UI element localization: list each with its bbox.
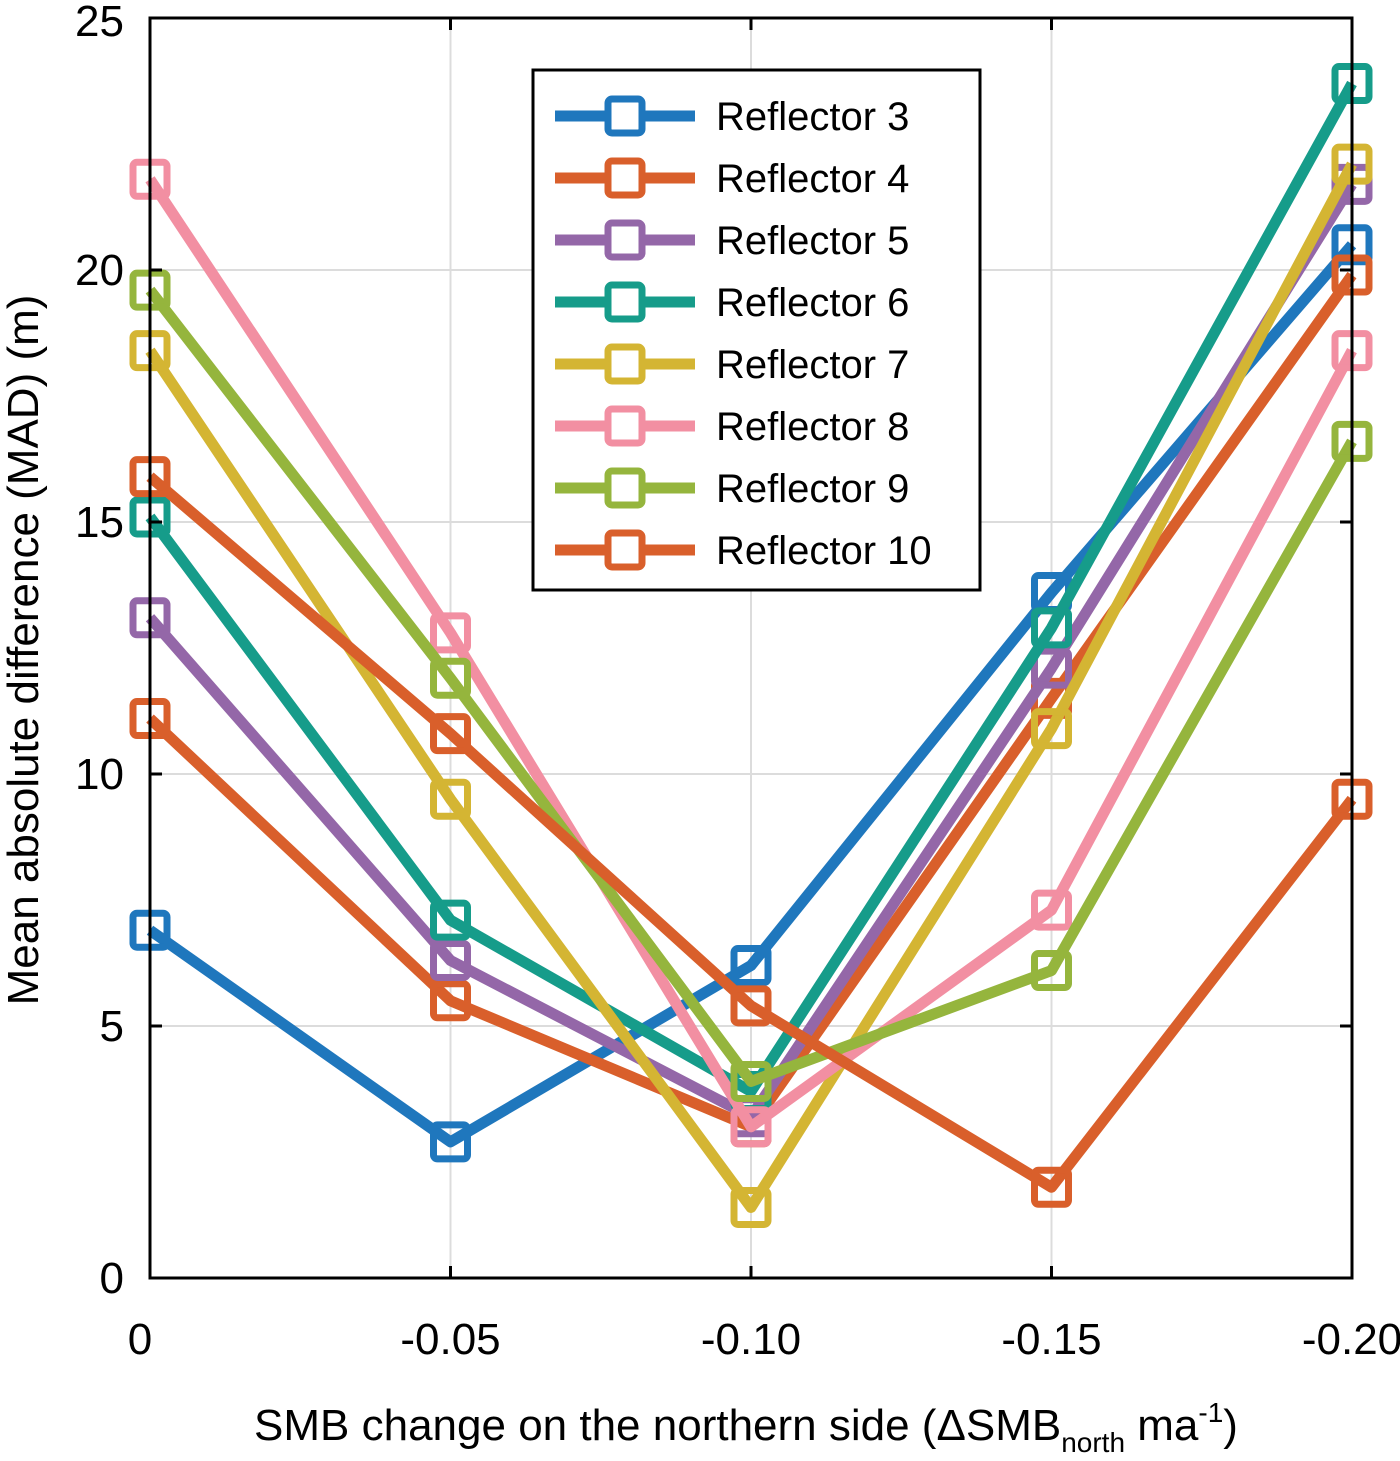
data-point-reflector-3 (430, 1121, 471, 1163)
y-tick-labels: 0 5 10 15 20 25 (75, 0, 124, 1303)
legend-swatch-marker (604, 529, 646, 571)
legend-swatch-marker (604, 281, 646, 323)
legend-swatch-marker (604, 467, 646, 509)
legend-item-reflector-10: Reflector 10 (555, 529, 932, 573)
y-tick-label: 25 (75, 0, 124, 46)
legend-swatch-marker (604, 343, 646, 385)
y-tick-label: 5 (100, 1002, 124, 1051)
x-axis-title-unit: ma (1125, 1401, 1199, 1450)
legend-swatch-marker (604, 157, 646, 199)
data-point-reflector-6 (430, 899, 471, 941)
data-point-reflector-8 (430, 612, 471, 654)
data-point-reflector-8 (730, 1106, 772, 1148)
legend-item-reflector-6: Reflector 6 (555, 281, 909, 325)
legend: Reflector 3 Reflector 4 Reflector 5 Reflect… (531, 68, 982, 592)
legend-item-reflector-4: Reflector 4 (555, 157, 909, 201)
data-point-reflector-10 (430, 713, 471, 755)
x-tick-labels: 0 -0.05 -0.10 -0.15 -0.20 (128, 1315, 1400, 1364)
legend-item-reflector-9: Reflector 9 (555, 467, 909, 511)
legend-label: Reflector 6 (716, 281, 909, 325)
series-line-reflector-8 (145, 176, 1357, 1133)
series-line-reflector-3 (146, 241, 1357, 1148)
data-point-reflector-8 (1031, 889, 1072, 931)
legend-label: Reflector 7 (716, 343, 909, 387)
legend-box (531, 68, 982, 592)
legend-item-reflector-3: Reflector 3 (555, 95, 909, 139)
x-tick-label: -0.20 (1302, 1315, 1400, 1364)
x-axis-title: SMB change on the northern side (ΔSMBnor… (254, 1397, 1238, 1458)
x-tick-label: -0.05 (400, 1315, 500, 1364)
legend-label: Reflector 9 (716, 467, 909, 511)
x-axis-title-main: SMB change on the northern side (ΔSMB (254, 1401, 1061, 1450)
y-tick-label: 0 (100, 1254, 124, 1303)
y-axis-title: Mean absolute difference (MAD) (m) (0, 295, 48, 1006)
legend-item-reflector-5: Reflector 5 (555, 219, 909, 263)
legend-swatch-marker (604, 95, 646, 137)
data-point-reflector-4 (430, 980, 471, 1022)
series-line-reflector-10 (146, 472, 1357, 1193)
data-point-reflector-9 (430, 657, 471, 699)
x-axis-title-close: ) (1223, 1401, 1238, 1450)
y-tick-label: 10 (75, 750, 124, 799)
data-point-reflector-7 (1031, 708, 1072, 750)
data-point-reflector-10 (730, 985, 772, 1027)
data-point-reflector-9 (1031, 950, 1072, 992)
y-tick-label: 20 (75, 246, 124, 295)
legend-swatch-marker (604, 219, 646, 261)
data-point-reflector-3 (730, 945, 772, 987)
data-point-reflector-5 (430, 939, 471, 981)
y-tick-label: 15 (75, 498, 124, 547)
data-point-reflector-6 (1031, 607, 1072, 649)
legend-label: Reflector 4 (716, 157, 909, 201)
x-tick-label: -0.10 (701, 1315, 801, 1364)
legend-label: Reflector 3 (716, 95, 909, 139)
data-point-reflector-5 (1031, 647, 1072, 689)
data-point-reflector-7 (430, 778, 471, 820)
legend-item-reflector-8: Reflector 8 (555, 405, 909, 449)
series-line-reflector-9 (145, 286, 1357, 1087)
legend-label: Reflector 10 (716, 529, 932, 573)
x-axis-title-subscript: north (1061, 1427, 1125, 1458)
series-layer (129, 63, 1373, 1228)
x-tick-label: -0.15 (1001, 1315, 1101, 1364)
legend-label: Reflector 5 (716, 219, 909, 263)
data-point-reflector-7 (730, 1186, 772, 1228)
data-point-reflector-10 (1031, 1166, 1072, 1208)
x-axis-title-superscript: -1 (1198, 1397, 1223, 1428)
legend-item-reflector-7: Reflector 7 (555, 343, 909, 387)
x-tick-label: 0 (128, 1315, 152, 1364)
data-point-reflector-9 (730, 1060, 772, 1102)
legend-label: Reflector 8 (716, 405, 909, 449)
axis-ticks (148, 16, 1354, 1280)
series-line-reflector-6 (145, 80, 1357, 1098)
legend-swatch-marker (604, 405, 646, 447)
